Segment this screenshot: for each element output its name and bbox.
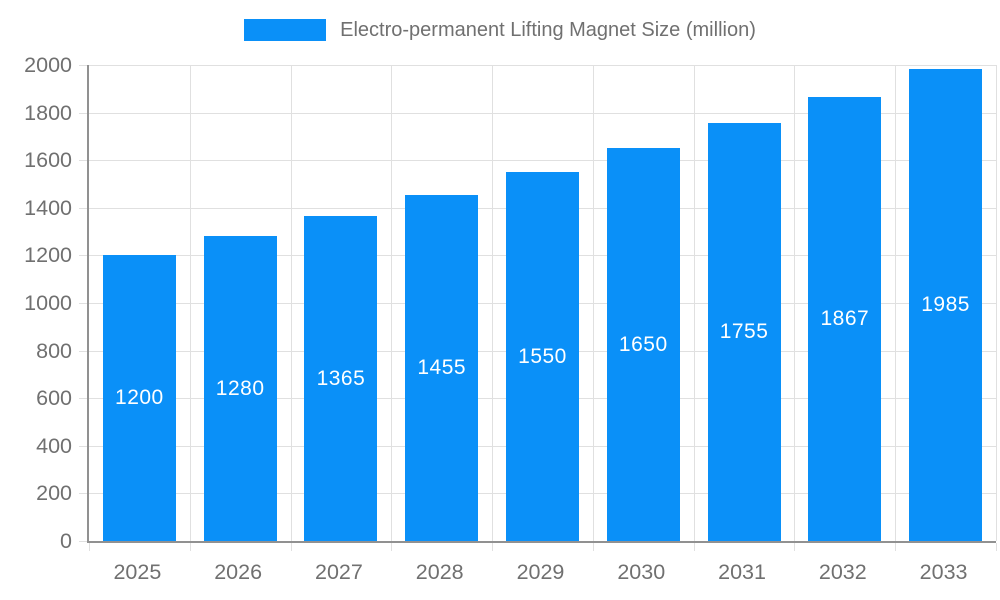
bar-2028[interactable]: 1455 — [405, 194, 479, 541]
x-tick-1 — [189, 543, 191, 551]
x-tick-6 — [693, 543, 695, 551]
bar-value-label-2029: 1550 — [518, 344, 567, 368]
x-axis-label-2030: 2030 — [617, 560, 666, 584]
bar-value-label-2027: 1365 — [316, 366, 366, 390]
y-axis-label-0: 0 — [60, 529, 72, 553]
y-axis-label-1400: 1400 — [24, 195, 72, 220]
bar-2027[interactable]: 1365 — [304, 216, 378, 541]
y-axis-label-1000: 1000 — [24, 291, 72, 315]
x-axis-labels: 2025 2026 2027 2028 2029 2030 2031 2032 2033 — [87, 557, 994, 587]
x-axis-label-2027: 2027 — [315, 560, 363, 584]
gridline-v-2 — [290, 65, 292, 541]
y-tick-1800 — [79, 112, 87, 114]
y-tick-600 — [79, 398, 87, 400]
gridline-v-4 — [492, 65, 494, 541]
x-tick-3 — [391, 543, 393, 551]
bar-2029[interactable]: 1550 — [506, 172, 579, 541]
x-tick-4 — [492, 543, 494, 551]
bar-2025[interactable]: 1200 — [102, 255, 176, 541]
x-tick-9 — [996, 543, 997, 551]
gridline-h-2000 — [89, 65, 996, 66]
bar-value-label-2032: 1867 — [820, 306, 870, 330]
legend-swatch-icon — [244, 19, 327, 41]
x-axis-label-2025: 2025 — [113, 560, 162, 584]
x-axis-label-2028: 2028 — [415, 560, 464, 584]
x-tick-7 — [794, 543, 796, 551]
x-tick-8 — [895, 543, 897, 551]
x-axis-label-2026: 2026 — [214, 560, 263, 584]
bar-value-label-2025: 1200 — [115, 386, 164, 410]
gridline-h-1800 — [89, 112, 996, 114]
y-axis-label-800: 800 — [36, 338, 72, 363]
y-axis-label-2000: 2000 — [24, 53, 72, 77]
bar-value-label-2026: 1280 — [215, 376, 265, 400]
y-axis-label-1800: 1800 — [24, 100, 72, 125]
y-tick-1600 — [79, 160, 87, 162]
y-tick-1000 — [79, 303, 87, 304]
x-axis-label-2032: 2032 — [818, 560, 867, 584]
bar-value-label-2031: 1755 — [719, 320, 769, 344]
y-axis-label-600: 600 — [36, 386, 72, 411]
bar-value-label-2028: 1455 — [417, 355, 467, 379]
gridline-v-6 — [693, 65, 695, 541]
gridline-v-7 — [794, 65, 796, 541]
bar-2026[interactable]: 1280 — [203, 236, 277, 541]
y-axis-label-1600: 1600 — [24, 148, 72, 173]
x-axis-label-2033: 2033 — [919, 560, 968, 584]
y-axis-label-200: 200 — [36, 481, 72, 506]
y-tick-1200 — [79, 255, 87, 257]
bar-value-label-2030: 1650 — [618, 332, 668, 356]
y-axis-label-1200: 1200 — [24, 243, 72, 268]
y-tick-200 — [79, 493, 87, 495]
x-tick-2 — [290, 543, 292, 551]
x-tick-0 — [89, 543, 90, 551]
x-axis-label-2029: 2029 — [516, 560, 565, 584]
gridline-v-9 — [996, 65, 997, 541]
legend[interactable]: Electro-permanent Lifting Magnet Size (m… — [0, 18, 1000, 42]
legend-label: Electro-permanent Lifting Magnet Size (m… — [340, 19, 756, 41]
y-tick-800 — [79, 350, 87, 352]
x-tick-5 — [592, 543, 594, 551]
plot-area: 1200 1280 1365 1455 1550 1650 1755 1867 1985 — [79, 65, 997, 551]
gridline-v-8 — [895, 65, 897, 541]
gridline-v-3 — [391, 65, 393, 541]
y-tick-1400 — [79, 207, 87, 209]
bar-2033[interactable]: 1985 — [909, 68, 983, 541]
y-tick-0 — [79, 541, 87, 542]
y-axis-label-400: 400 — [36, 433, 72, 458]
y-axis-labels: 0 200 400 600 800 1000 1200 1400 1600 1800 2000 — [0, 53, 72, 553]
bar-2031[interactable]: 1755 — [707, 123, 781, 541]
bar-value-label-2033: 1985 — [921, 292, 970, 316]
y-tick-2000 — [79, 65, 87, 66]
gridline-v-1 — [189, 65, 191, 541]
y-tick-400 — [79, 445, 87, 447]
gridline-v-5 — [592, 65, 594, 541]
bar-2032[interactable]: 1867 — [808, 96, 882, 541]
x-axis-label-2031: 2031 — [718, 560, 766, 584]
gridline-h-1600 — [89, 160, 996, 162]
bar-2030[interactable]: 1650 — [606, 148, 680, 541]
